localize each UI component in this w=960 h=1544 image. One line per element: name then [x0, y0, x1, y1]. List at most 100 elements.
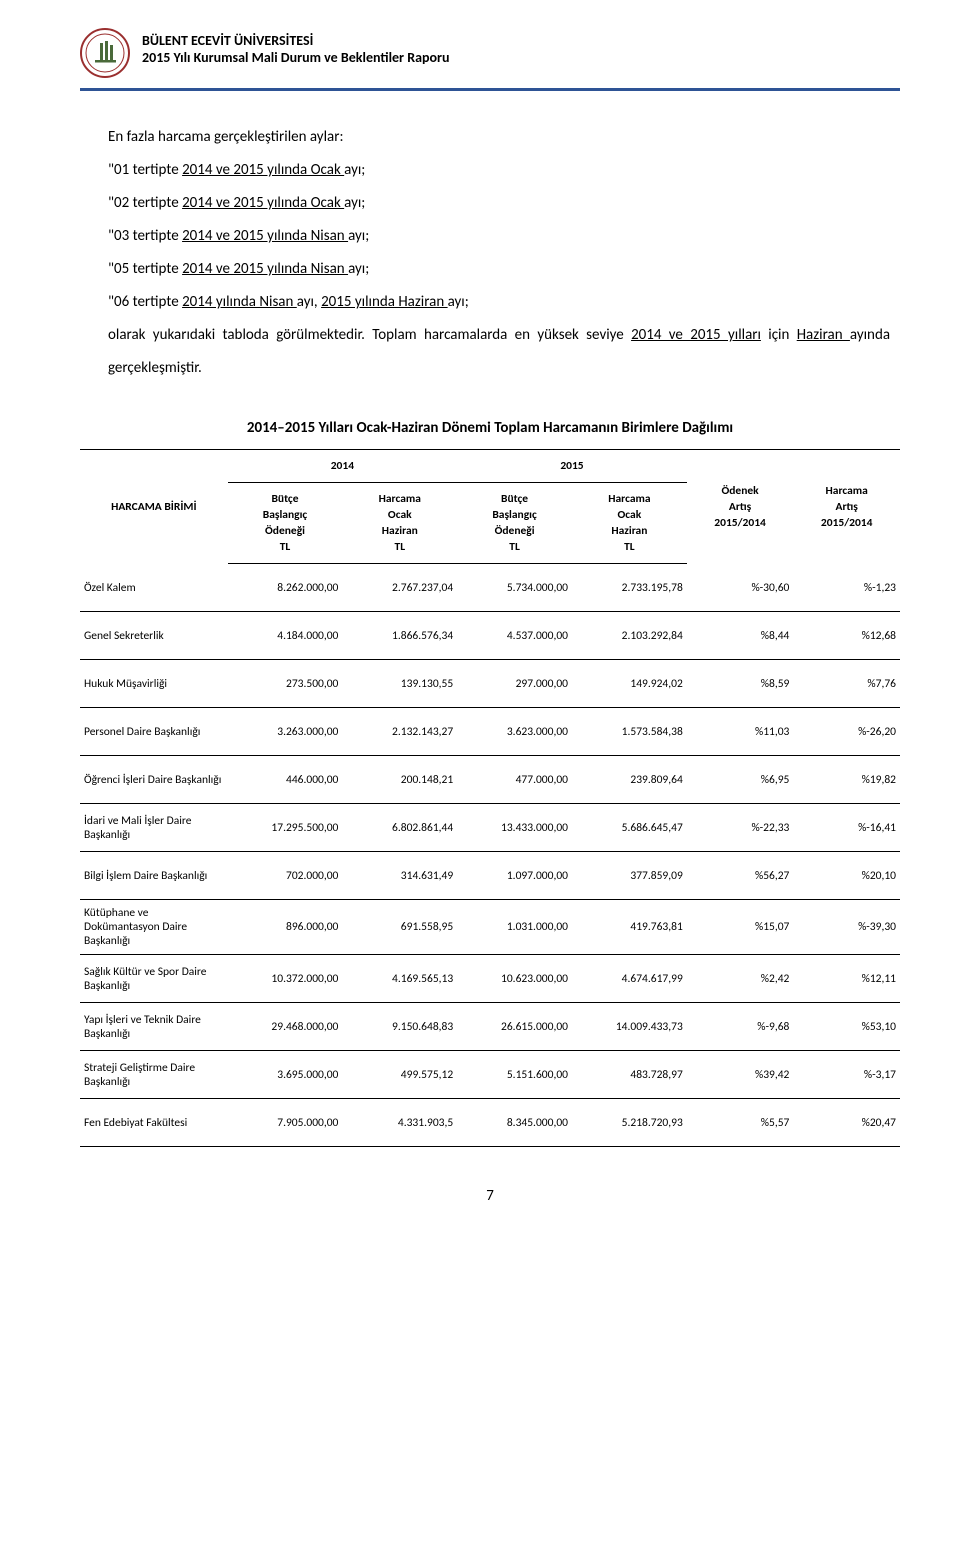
cell-unit: Sağlık Kültür ve Spor Daire Başkanlığı: [80, 955, 228, 1003]
cell-value: 2.733.195,78: [572, 564, 687, 612]
cell-value: 1.573.584,38: [572, 708, 687, 756]
cell-value: %-30,60: [687, 564, 794, 612]
cell-value: 1.031.000,00: [457, 900, 572, 955]
header-text: BÜLENT ECEVİT ÜNİVERSİTESİ 2015 Yılı Kur…: [142, 28, 450, 66]
cell-value: 13.433.000,00: [457, 804, 572, 852]
cell-unit: İdari ve Mali İşler Daire Başkanlığı: [80, 804, 228, 852]
cell-unit: Özel Kalem: [80, 564, 228, 612]
cell-value: %11,03: [687, 708, 794, 756]
cell-value: %6,95: [687, 756, 794, 804]
cell-value: 297.000,00: [457, 660, 572, 708]
table-row: Kütüphane ve Dokümantasyon Daire Başkanl…: [80, 900, 900, 955]
cell-value: 2.767.237,04: [342, 564, 457, 612]
intro-paragraph: En fazla harcama gerçekleştirilen aylar:…: [80, 121, 900, 385]
cell-value: %-9,68: [687, 1003, 794, 1051]
cell-value: 26.615.000,00: [457, 1003, 572, 1051]
cell-value: 1.097.000,00: [457, 852, 572, 900]
report-title: 2015 Yılı Kurumsal Mali Durum ve Beklent…: [142, 49, 450, 66]
cell-value: %-22,33: [687, 804, 794, 852]
table-row: Sağlık Kültür ve Spor Daire Başkanlığı10…: [80, 955, 900, 1003]
cell-value: 4.537.000,00: [457, 612, 572, 660]
cell-unit: Genel Sekreterlik: [80, 612, 228, 660]
cell-value: %-1,23: [793, 564, 900, 612]
cell-value: 5.734.000,00: [457, 564, 572, 612]
table-row: Öğrenci İşleri Daire Başkanlığı446.000,0…: [80, 756, 900, 804]
table-row: Bilgi İşlem Daire Başkanlığı702.000,0031…: [80, 852, 900, 900]
intro-line-2: "02 tertipte 2014 ve 2015 yılında Ocak a…: [108, 187, 890, 220]
cell-value: 377.859,09: [572, 852, 687, 900]
cell-value: %5,57: [687, 1099, 794, 1147]
cell-unit: Strateji Geliştirme Daire Başkanlığı: [80, 1051, 228, 1099]
cell-value: 446.000,00: [228, 756, 343, 804]
cell-value: 3.263.000,00: [228, 708, 343, 756]
cell-value: %39,42: [687, 1051, 794, 1099]
cell-value: 4.169.565,13: [342, 955, 457, 1003]
cell-value: 14.009.433,73: [572, 1003, 687, 1051]
cell-value: 499.575,12: [342, 1051, 457, 1099]
cell-value: %2,42: [687, 955, 794, 1003]
cell-value: 2.132.143,27: [342, 708, 457, 756]
cell-value: %15,07: [687, 900, 794, 955]
table-row: İdari ve Mali İşler Daire Başkanlığı17.2…: [80, 804, 900, 852]
col-year-2015: 2015: [457, 450, 687, 483]
cell-value: 702.000,00: [228, 852, 343, 900]
cell-unit: Yapı İşleri ve Teknik Daire Başkanlığı: [80, 1003, 228, 1051]
cell-value: 691.558,95: [342, 900, 457, 955]
cell-value: 29.468.000,00: [228, 1003, 343, 1051]
col-year-2014: 2014: [228, 450, 458, 483]
table-row: Hukuk Müşavirliği273.500,00139.130,55297…: [80, 660, 900, 708]
cell-value: %8,44: [687, 612, 794, 660]
cell-value: %53,10: [793, 1003, 900, 1051]
doc-header: BÜLENT ECEVİT ÜNİVERSİTESİ 2015 Yılı Kur…: [80, 28, 900, 84]
cell-value: 4.184.000,00: [228, 612, 343, 660]
cell-value: 2.103.292,84: [572, 612, 687, 660]
cell-unit: Personel Daire Başkanlığı: [80, 708, 228, 756]
table-row: Fen Edebiyat Fakültesi7.905.000,004.331.…: [80, 1099, 900, 1147]
cell-value: %-26,20: [793, 708, 900, 756]
cell-value: %19,82: [793, 756, 900, 804]
intro-line-5: "06 tertipte 2014 yılında Nisan ayı, 201…: [108, 286, 890, 319]
cell-value: %12,11: [793, 955, 900, 1003]
spending-table: HARCAMA BİRİMİ 2014 2015 Ödenek Artış 20…: [80, 449, 900, 1147]
cell-value: 6.802.861,44: [342, 804, 457, 852]
table-row: Yapı İşleri ve Teknik Daire Başkanlığı29…: [80, 1003, 900, 1051]
cell-value: 419.763,81: [572, 900, 687, 955]
cell-unit: Fen Edebiyat Fakültesi: [80, 1099, 228, 1147]
cell-value: 17.295.500,00: [228, 804, 343, 852]
cell-unit: Öğrenci İşleri Daire Başkanlığı: [80, 756, 228, 804]
university-logo-icon: [80, 28, 130, 78]
intro-line-3: "03 tertipte 2014 ve 2015 yılında Nisan …: [108, 220, 890, 253]
cell-value: 10.372.000,00: [228, 955, 343, 1003]
cell-value: 149.924,02: [572, 660, 687, 708]
cell-value: 273.500,00: [228, 660, 343, 708]
cell-value: 477.000,00: [457, 756, 572, 804]
page-number: 7: [80, 1187, 900, 1205]
cell-value: 1.866.576,34: [342, 612, 457, 660]
col-b14: Bütçe Başlangıç Ödeneği TL: [228, 483, 343, 564]
table-row: Strateji Geliştirme Daire Başkanlığı3.69…: [80, 1051, 900, 1099]
cell-value: %-3,17: [793, 1051, 900, 1099]
university-name: BÜLENT ECEVİT ÜNİVERSİTESİ: [142, 32, 450, 49]
cell-value: %8,59: [687, 660, 794, 708]
cell-value: %-16,41: [793, 804, 900, 852]
table-row: Genel Sekreterlik4.184.000,001.866.576,3…: [80, 612, 900, 660]
cell-value: %20,10: [793, 852, 900, 900]
intro-line-1: "01 tertipte 2014 ve 2015 yılında Ocak a…: [108, 154, 890, 187]
cell-value: 3.695.000,00: [228, 1051, 343, 1099]
cell-unit: Hukuk Müşavirliği: [80, 660, 228, 708]
header-underline: [80, 88, 900, 91]
intro-tail: olarak yukarıdaki tabloda görülmektedir.…: [108, 319, 890, 385]
cell-value: %12,68: [793, 612, 900, 660]
col-h14: Harcama Ocak Haziran TL: [342, 483, 457, 564]
intro-lead: En fazla harcama gerçekleştirilen aylar:: [108, 121, 890, 154]
cell-value: %-39,30: [793, 900, 900, 955]
cell-value: 5.151.600,00: [457, 1051, 572, 1099]
cell-unit: Bilgi İşlem Daire Başkanlığı: [80, 852, 228, 900]
cell-value: 3.623.000,00: [457, 708, 572, 756]
cell-value: 8.345.000,00: [457, 1099, 572, 1147]
table-row: Personel Daire Başkanlığı3.263.000,002.1…: [80, 708, 900, 756]
cell-value: 10.623.000,00: [457, 955, 572, 1003]
cell-value: 5.218.720,93: [572, 1099, 687, 1147]
col-unit: HARCAMA BİRİMİ: [80, 450, 228, 564]
cell-value: 4.674.617,99: [572, 955, 687, 1003]
